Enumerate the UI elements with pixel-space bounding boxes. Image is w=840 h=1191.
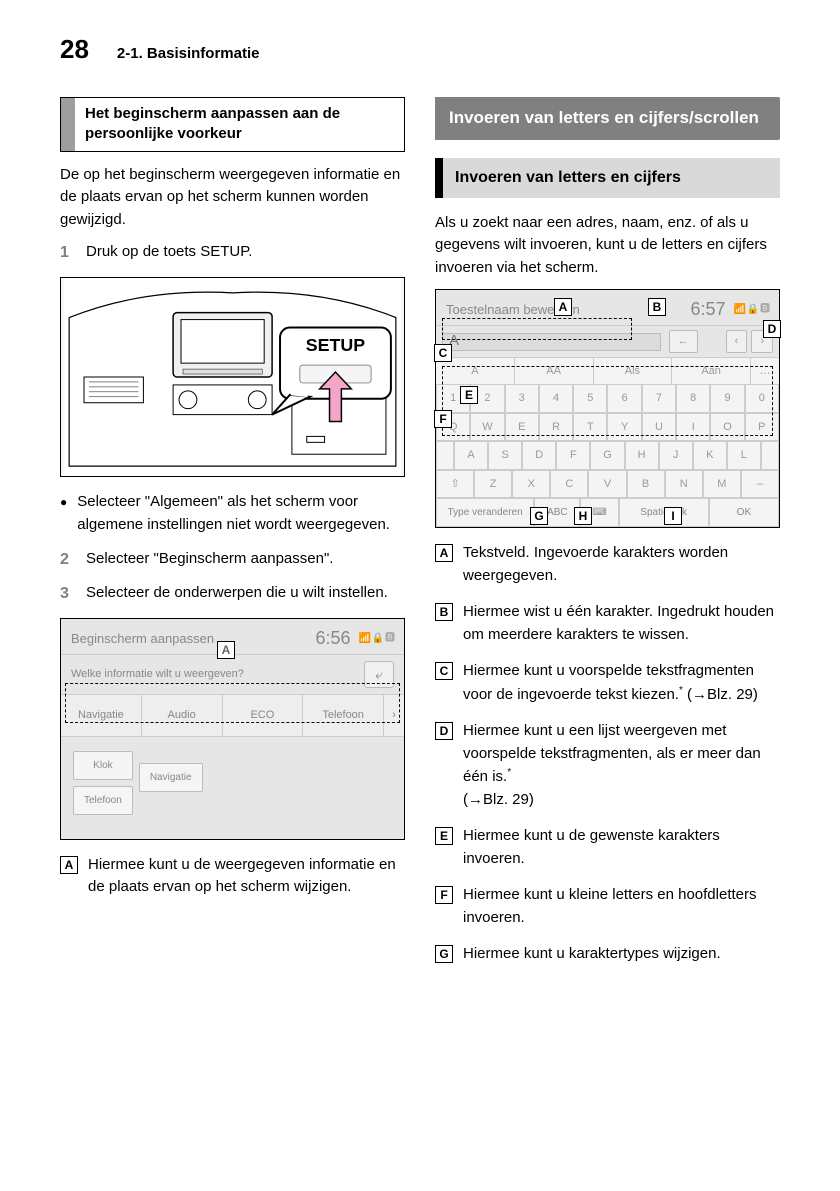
step-3: 3 Selecteer de onderwerpen die u wilt in…	[60, 582, 405, 606]
marker-a: A	[217, 641, 235, 659]
kbd-time: 6:57	[690, 296, 725, 323]
legend-f: F Hiermee kunt u kleine letters en hoofd…	[435, 884, 780, 929]
tab-more[interactable]: ›	[384, 695, 404, 736]
screen-time: 6:56	[315, 625, 350, 652]
legend-left-a: A Hiermee kunt u de weergegeven informat…	[60, 854, 405, 899]
pred-2[interactable]: Als	[594, 358, 673, 385]
bullet-1-text: Selecteer "Algemeen" als het scherm voor…	[77, 491, 405, 536]
step-1: 1 Druk op de toets SETUP.	[60, 241, 405, 265]
tab-navigatie[interactable]: Navigatie	[61, 695, 142, 736]
tile-klok[interactable]: Klok	[73, 751, 133, 780]
legend-a: A Tekstveld. Ingevoerde karakters worden…	[435, 542, 780, 587]
kbd-marker-b: B	[648, 298, 666, 316]
kbd-row-1: Q W E R T Y U I O P	[436, 413, 779, 442]
backspace-button[interactable]: ←	[669, 330, 698, 353]
section-label: 2-1. Basisinformatie	[117, 43, 260, 66]
beginscherm-figure: Beginscherm aanpassen 6:56 📶 🔒 🅱 Welke i…	[60, 618, 405, 840]
back-button[interactable]: ⤶	[364, 661, 394, 688]
tile-telefoon[interactable]: Telefoon	[73, 786, 133, 815]
legend-e: E Hiermee kunt u de gewenste karakters i…	[435, 825, 780, 870]
screen-subtitle: Welke informatie wilt u weergeven?	[71, 666, 244, 683]
keyboard-figure: Toestelnaam bewerken 6:57 📶 🔒 🅱 A ← ‹ › …	[435, 289, 780, 528]
kbd-marker-a: A	[554, 298, 572, 316]
left-column: Het beginscherm aanpassen aan de persoon…	[60, 97, 405, 980]
bullet-1: ● Selecteer "Algemeen" als het scherm vo…	[60, 491, 405, 536]
nav-left-button[interactable]: ‹	[726, 330, 748, 353]
kbd-status-icons: 📶 🔒 🅱	[734, 302, 769, 317]
dashboard-figure: SETUP	[60, 277, 405, 477]
type-change-button[interactable]: Type veranderen	[436, 498, 534, 527]
right-sub-heading: Invoeren van letters en cijfers	[435, 158, 780, 198]
right-intro: Als u zoekt naar een adres, naam, enz. o…	[435, 212, 780, 280]
tile-navigatie[interactable]: Navigatie	[139, 763, 203, 792]
legend-text-a: Hiermee kunt u de weergegeven informatie…	[88, 854, 405, 899]
pred-1[interactable]: AA	[515, 358, 594, 385]
tab-eco[interactable]: ECO	[223, 695, 304, 736]
kbd-marker-g: G	[530, 507, 548, 525]
kbd-bottom-row: Type veranderen ABC ⌨ Spatiebalk OK	[436, 498, 779, 527]
kbd-row-num: 1 2 3 4 5 6 7 8 9 0	[436, 384, 779, 413]
tab-audio[interactable]: Audio	[142, 695, 223, 736]
legend-g: G Hiermee kunt u karaktertypes wijzigen.	[435, 943, 780, 966]
page-header: 28 2-1. Basisinformatie	[60, 30, 780, 69]
step-1-text: Druk op de toets SETUP.	[86, 241, 252, 265]
step-2: 2 Selecteer "Beginscherm aanpassen".	[60, 548, 405, 572]
kbd-marker-h: H	[574, 507, 592, 525]
tab-row: Navigatie Audio ECO Telefoon ›	[61, 695, 404, 737]
legend-box-a: A	[60, 856, 78, 874]
kbd-marker-c: C	[434, 344, 452, 362]
kbd-marker-d: D	[763, 320, 781, 338]
tab-telefoon[interactable]: Telefoon	[303, 695, 384, 736]
setup-label: SETUP	[306, 335, 366, 355]
left-subheading-text: Het beginscherm aanpassen aan de persoon…	[75, 98, 404, 151]
ok-button[interactable]: OK	[709, 498, 779, 527]
kbd-marker-i: I	[664, 507, 682, 525]
kbd-marker-f: F	[434, 410, 452, 428]
legend-c: C Hiermee kunt u voorspelde tekstfragmen…	[435, 660, 780, 706]
pred-3[interactable]: Aan	[672, 358, 751, 385]
legend-b: B Hiermee wist u één karakter. Ingedrukt…	[435, 601, 780, 646]
right-sub-heading-text: Invoeren van letters en cijfers	[443, 158, 780, 198]
right-main-heading: Invoeren van letters en cijfers/scrollen	[435, 97, 780, 140]
text-input[interactable]: A	[442, 333, 661, 351]
screen-status-icons: 📶 🔒 🅱	[359, 631, 394, 646]
kbd-marker-e: E	[460, 386, 478, 404]
left-intro: De op het beginscherm weergegeven inform…	[60, 164, 405, 232]
step-2-text: Selecteer "Beginscherm aanpassen".	[86, 548, 333, 572]
pred-more[interactable]: …	[751, 358, 779, 385]
page-number: 28	[60, 30, 89, 69]
prediction-row: A AA Als Aan …	[436, 357, 779, 385]
step-3-text: Selecteer de onderwerpen die u wilt inst…	[86, 582, 388, 606]
screen-title: Beginscherm aanpassen	[71, 629, 214, 649]
left-subheading: Het beginscherm aanpassen aan de persoon…	[60, 97, 405, 152]
right-column: Invoeren van letters en cijfers/scrollen…	[435, 97, 780, 980]
kbd-row-3: ⇧ Z X C V B N M –	[436, 470, 779, 499]
kbd-row-2: A S D F G H J K L	[436, 441, 779, 470]
legend-d: D Hiermee kunt u een lijst weergeven met…	[435, 720, 780, 811]
